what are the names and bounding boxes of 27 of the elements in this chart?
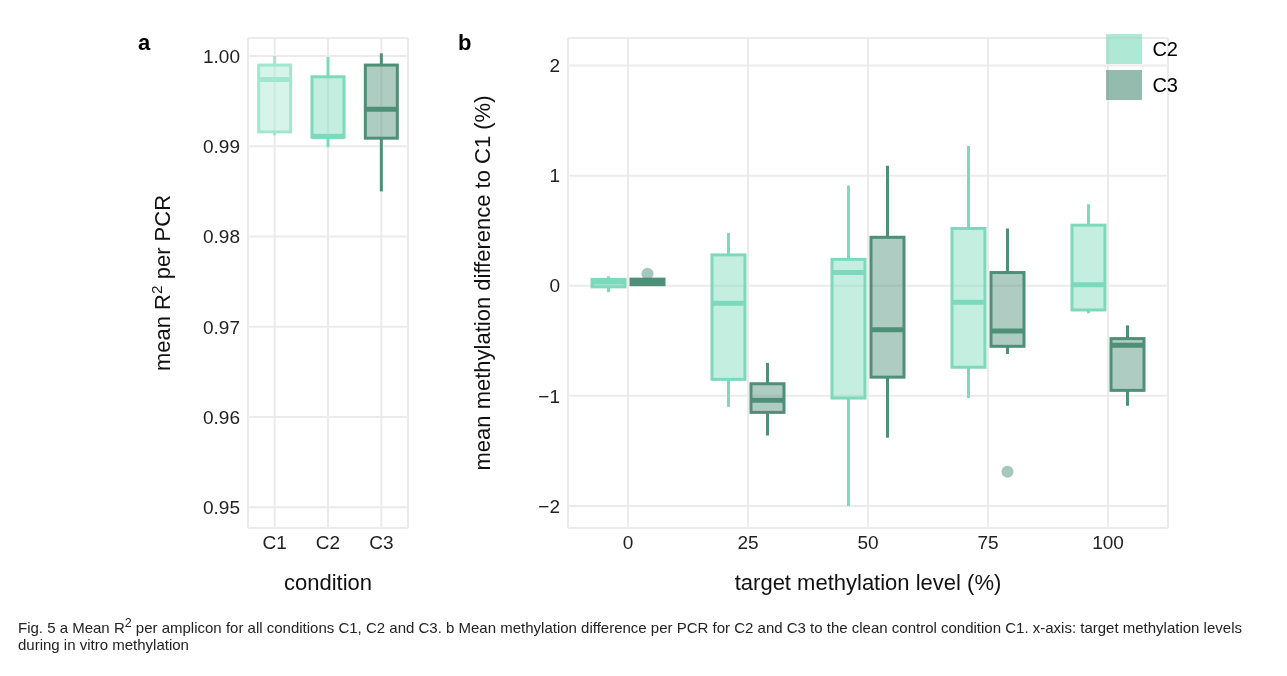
y-tick-label: −2 — [538, 495, 560, 517]
caption: Fig. 5 a Mean R$^{2}$ per amplicon for all conditions C1, C2 and C3. b Mean methylation difference per PCR for C2 and C3 to the clean control condition C1. x-axis: target methylation levels during in vitro methylation — [18, 616, 1243, 653]
legend-label: C3 — [1152, 73, 1178, 97]
y-axis-title: mean methylation difference to C1 (%) — [470, 95, 495, 471]
y-tick-label: −1 — [538, 385, 560, 407]
x-axis-title: condition — [283, 570, 373, 595]
x-tick-label: 75 — [977, 532, 999, 554]
y-tick-label: 2 — [549, 55, 560, 77]
y-tick-label: 0.95 — [203, 496, 240, 518]
x-tick-label: 100 — [1092, 532, 1124, 554]
y-tick-label: 0.96 — [203, 406, 240, 428]
y-tick-label: 0.99 — [203, 136, 240, 158]
y-tick-label: 1 — [549, 165, 560, 187]
y-tick-label: 1.00 — [203, 45, 240, 67]
x-tick-label: C1 — [262, 532, 287, 554]
x-tick-label: 50 — [857, 532, 879, 554]
chart-title: b — [458, 30, 472, 56]
x-axis-title: target methylation level (%) — [734, 570, 1002, 595]
chart-title: a — [138, 30, 151, 56]
x-tick-label: 0 — [622, 532, 634, 554]
x-tick-label: 25 — [737, 532, 759, 554]
y-tick-label: 0.97 — [203, 316, 240, 338]
x-tick-label: C3 — [369, 532, 394, 554]
y-tick-label: 0 — [549, 275, 560, 297]
y-tick-label: 0.98 — [203, 226, 240, 248]
x-tick-label: C2 — [315, 532, 341, 554]
legend-label: C2 — [1152, 37, 1178, 61]
